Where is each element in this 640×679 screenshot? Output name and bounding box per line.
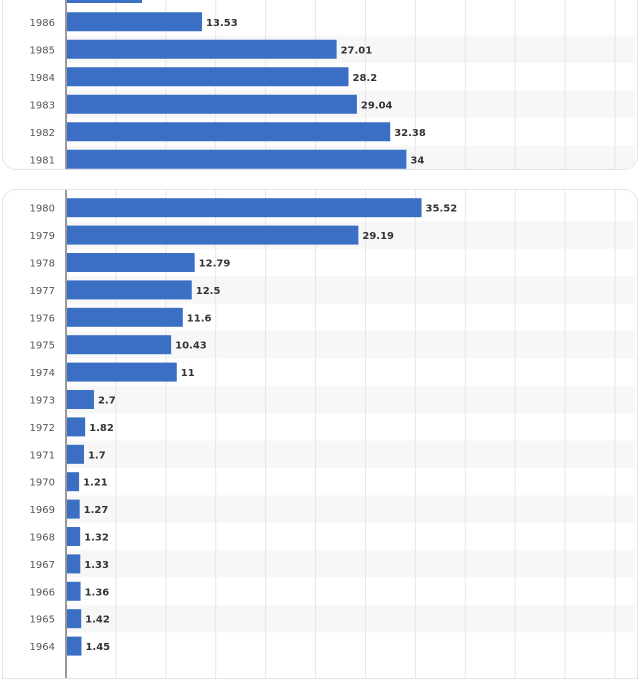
category-label: 1981 — [30, 155, 55, 166]
category-label: 1966 — [30, 587, 55, 598]
bar — [67, 581, 81, 601]
bar — [67, 554, 81, 574]
bar — [67, 417, 86, 437]
bar — [67, 335, 172, 355]
bar — [67, 39, 337, 59]
category-label: 1977 — [30, 286, 55, 297]
category-label: 1983 — [30, 100, 55, 111]
row-stripe — [66, 385, 635, 414]
bar — [67, 198, 422, 218]
data-label: 12.5 — [196, 286, 221, 297]
data-label: 27.01 — [341, 45, 373, 56]
data-label: 32.38 — [394, 128, 426, 139]
data-label: 29.04 — [361, 100, 393, 111]
data-label: 2.7 — [98, 396, 116, 407]
chart-panel-top: 1986 13.53 1985 27.01 1984 28.2 1983 29.04 1982 3… — [2, 0, 638, 170]
bar — [67, 67, 349, 87]
data-label: 1.45 — [85, 642, 110, 653]
bar-partial — [67, 0, 142, 3]
bar — [67, 444, 84, 464]
data-label: 1.42 — [85, 615, 110, 626]
data-label: 35.52 — [426, 204, 458, 215]
data-label: 12.79 — [199, 259, 231, 270]
bar — [67, 307, 183, 327]
category-label: 1972 — [30, 423, 55, 434]
data-label: 10.43 — [175, 341, 207, 352]
category-label: 1973 — [30, 396, 55, 407]
bar — [67, 225, 359, 245]
data-label: 1.32 — [84, 533, 109, 544]
category-label: 1965 — [30, 615, 55, 626]
bar — [67, 609, 82, 629]
data-label: 11.6 — [187, 313, 212, 324]
bar — [67, 149, 407, 169]
row-stripe — [66, 605, 635, 633]
category-label: 1982 — [30, 128, 55, 139]
category-label: 1978 — [30, 259, 55, 270]
bar-chart-top: 1986 13.53 1985 27.01 1984 28.2 1983 29.04 1982 3… — [30, 0, 635, 169]
data-label: 1.82 — [89, 423, 114, 434]
category-label: 1979 — [30, 231, 55, 242]
category-label: 1967 — [30, 560, 55, 571]
category-label: 1976 — [30, 313, 55, 324]
category-label: 1980 — [30, 204, 55, 215]
bar — [67, 499, 80, 519]
bar-chart-bottom: 1980 35.52 1979 29.19 1978 12.79 1977 12.5 1976 1… — [30, 190, 635, 678]
row-stripe — [66, 440, 635, 468]
bar — [67, 390, 94, 409]
category-label: 1971 — [30, 450, 55, 461]
data-label: 11 — [181, 368, 195, 379]
bar — [67, 253, 195, 272]
category-label: 1969 — [30, 505, 55, 516]
bar — [67, 122, 391, 142]
bar — [67, 12, 203, 32]
data-label: 1.27 — [84, 505, 109, 516]
bar — [67, 280, 192, 300]
data-label: 13.53 — [206, 18, 238, 29]
category-label: 1970 — [30, 478, 55, 489]
category-label: 1968 — [30, 533, 55, 544]
bar — [67, 472, 80, 492]
row-stripe — [66, 495, 635, 523]
bar — [67, 362, 177, 382]
category-label: 1975 — [30, 341, 55, 352]
data-label: 34 — [410, 155, 424, 166]
data-label: 28.2 — [352, 73, 377, 84]
data-label: 1.36 — [85, 587, 110, 598]
category-label: 1974 — [30, 368, 55, 379]
bar — [67, 527, 81, 546]
data-label: 1.21 — [83, 478, 108, 489]
category-label: 1986 — [30, 18, 55, 29]
category-label: 1964 — [30, 642, 55, 653]
data-label: 29.19 — [362, 231, 394, 242]
category-label: 1984 — [30, 73, 55, 84]
bar — [67, 636, 82, 656]
category-label: 1985 — [30, 45, 55, 56]
row-stripe — [66, 550, 635, 578]
chart-panel-bottom: 1980 35.52 1979 29.19 1978 12.79 1977 12.5 1976 1… — [2, 189, 638, 679]
bar — [67, 94, 357, 114]
data-label: 1.33 — [84, 560, 109, 571]
data-label: 1.7 — [88, 450, 106, 461]
